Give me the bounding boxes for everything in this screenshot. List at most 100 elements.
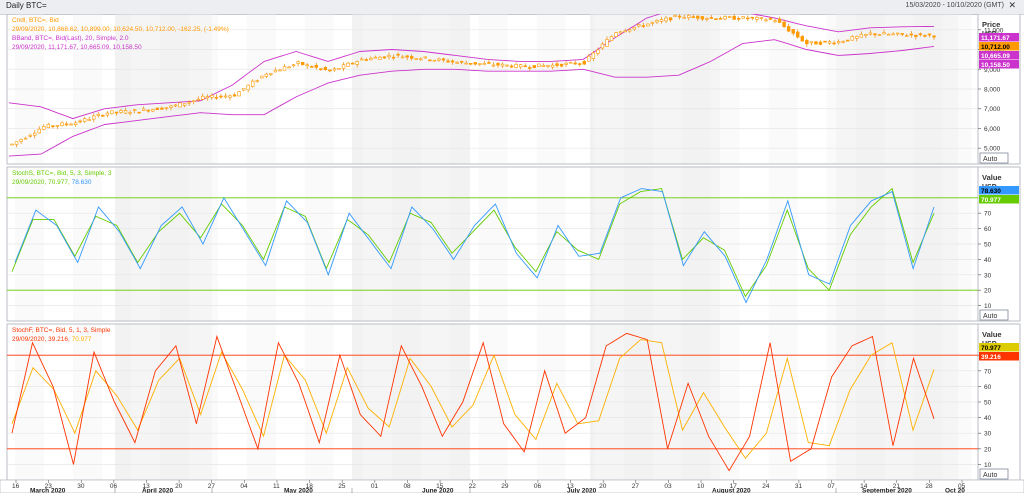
axis-title: Value: [982, 173, 1002, 182]
candle-body: [514, 64, 518, 68]
candle-body: [232, 94, 237, 97]
candle-body: [396, 53, 400, 56]
candle-body: [219, 95, 223, 98]
candle-body: [437, 58, 441, 61]
candle-body: [105, 112, 110, 116]
candle-body: [260, 75, 264, 79]
candle-body: [582, 60, 586, 65]
candle-body: [314, 64, 319, 68]
candle-body: [323, 67, 328, 71]
candle-body: [278, 69, 282, 72]
candle-body: [33, 132, 37, 136]
window-titlebar: Daily BTC= 15/03/2020 - 10/10/2020 (GMT)…: [0, 0, 1024, 15]
tick-label: 6,000: [984, 126, 1001, 133]
candle-body: [891, 33, 895, 36]
auto-scale-button[interactable]: [979, 468, 1009, 480]
candle-body: [914, 34, 918, 37]
candle-body: [687, 15, 691, 18]
candle-body: [382, 56, 387, 59]
candle-body: [405, 55, 409, 58]
candle-body: [110, 110, 114, 114]
value-tag: [979, 343, 1019, 352]
legend-entry: StochS, BTC=, Bid, 5, 3, Simple, 3: [12, 170, 112, 177]
candle-body: [478, 63, 482, 65]
candle-body: [446, 60, 450, 63]
candle-body: [700, 16, 705, 20]
candle-body: [114, 111, 119, 114]
window-title: Daily BTC=: [6, 1, 47, 10]
auto-scale-button[interactable]: [979, 152, 1009, 164]
candle-body: [564, 62, 568, 65]
candle-body: [264, 73, 269, 77]
candle-body: [287, 66, 291, 69]
x-tick-label: 28: [925, 483, 933, 490]
auto-scale-button[interactable]: [979, 309, 1009, 321]
candle-body: [827, 41, 832, 44]
candle-body: [905, 35, 909, 37]
tick-label: 20: [984, 288, 992, 295]
candle-body: [895, 32, 900, 35]
candle-body: [859, 33, 864, 38]
auto-scale-label: Auto: [983, 156, 998, 163]
value-tag: [979, 352, 1019, 361]
candle-body: [142, 108, 146, 111]
candle-body: [450, 60, 455, 63]
candle-body: [391, 56, 396, 59]
candle-body: [37, 128, 41, 134]
close-icon[interactable]: ✕: [1008, 0, 1016, 10]
candle-body: [759, 17, 764, 19]
candle-body: [423, 56, 428, 59]
candle-body: [296, 61, 300, 64]
value-tag: [979, 195, 1019, 204]
candle-body: [237, 91, 241, 97]
x-tick-label: 30: [77, 483, 85, 490]
candle-body: [855, 36, 859, 39]
candle-body: [132, 109, 137, 112]
tick-label: 5,000: [984, 146, 1001, 153]
candle-body: [414, 58, 418, 60]
x-month-label: September 2020: [862, 488, 912, 493]
candle-body: [587, 55, 591, 62]
x-tick-label: 14: [860, 483, 868, 490]
stochf-k-line: [11, 332, 935, 472]
candle-body: [409, 56, 414, 59]
value-tag: [979, 33, 1019, 42]
candle-body: [518, 64, 523, 68]
x-tick-label: 25: [338, 483, 346, 490]
legend-entry: 29/09/2020, 11,171.67, 10,665.09, 10,158…: [12, 44, 142, 51]
candle-body: [764, 19, 768, 22]
candle-body: [714, 18, 718, 20]
candle-body: [637, 24, 641, 27]
candle-body: [500, 63, 505, 67]
candle-body: [191, 100, 196, 102]
candle-body: [541, 65, 546, 68]
candle-body: [146, 109, 150, 112]
x-tick-label: 16: [12, 483, 20, 490]
candle-body: [337, 67, 341, 70]
candle-body: [696, 15, 700, 19]
candle-body: [187, 101, 191, 104]
candle-body: [841, 41, 845, 43]
candle-body: [691, 16, 695, 18]
stochf-d-line: [11, 339, 935, 459]
x-tick-label: 21: [893, 483, 901, 490]
x-tick-label: 07: [828, 483, 836, 490]
candle-body: [673, 15, 677, 17]
candle-body: [319, 68, 323, 70]
x-tick-label: 10: [697, 483, 705, 490]
chart-canvas[interactable]: AutoAutoAuto5,0006,0007,0008,0009,00010,…: [0, 14, 1024, 493]
candle-body: [201, 95, 205, 100]
candle-body: [886, 33, 891, 36]
candle-body: [537, 63, 541, 67]
candle-body: [487, 62, 491, 64]
candle-body: [809, 41, 814, 44]
candle-body: [341, 64, 346, 69]
tick-label: 50: [984, 242, 992, 249]
candle-body: [623, 30, 627, 33]
legend-entry: BBand, BTC=, Bid(Last), 20, Simple, 2.0: [12, 35, 129, 42]
candle-body: [786, 26, 791, 32]
candle-body: [14, 141, 19, 145]
value-tag: [979, 42, 1019, 51]
candle-body: [87, 118, 91, 121]
candle-body: [10, 143, 14, 146]
